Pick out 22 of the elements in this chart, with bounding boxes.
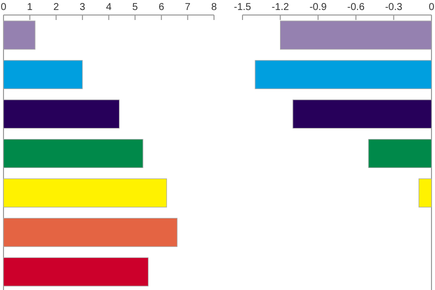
bar xyxy=(3,218,178,247)
bar xyxy=(3,20,36,50)
bar xyxy=(3,178,167,208)
x-tick-label: -0.6 xyxy=(347,2,365,13)
x-tick-label: -0.3 xyxy=(385,2,403,13)
x-tick-label: 1 xyxy=(27,2,34,13)
x-tick-label: 2 xyxy=(53,2,60,13)
bar xyxy=(3,257,149,286)
bar xyxy=(3,100,120,129)
x-tick-label: 7 xyxy=(184,2,191,13)
x-tick-label: 6 xyxy=(158,2,165,13)
x-tick-label: 3 xyxy=(80,2,86,13)
x-tick-label: 4 xyxy=(106,2,112,13)
x-tick-label: 8 xyxy=(211,2,218,13)
x-tick-label: 0 xyxy=(0,2,7,13)
bar xyxy=(3,60,83,90)
x-tick-label: -1.5 xyxy=(234,2,252,13)
x-tick-label: -0.9 xyxy=(309,2,328,13)
x-tick-label: 0 xyxy=(428,2,435,13)
x-tick-label: -1.2 xyxy=(272,2,290,13)
x-tick-label: 5 xyxy=(132,2,138,13)
bar xyxy=(3,139,144,168)
